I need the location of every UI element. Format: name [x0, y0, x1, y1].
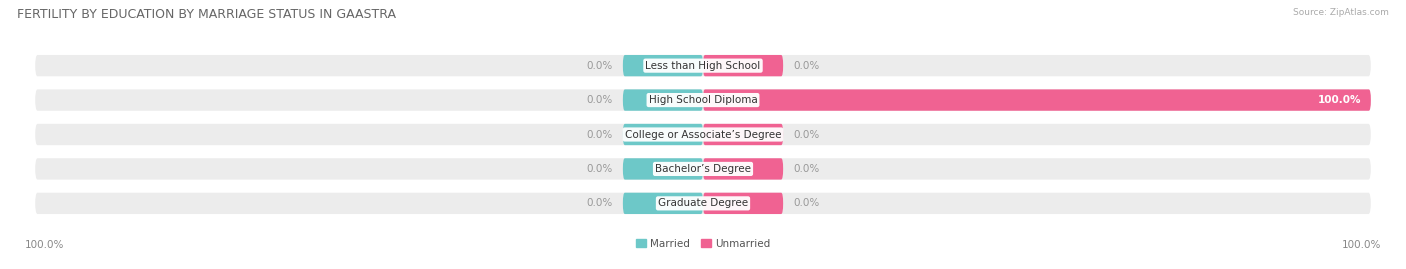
Text: 100.0%: 100.0% [1317, 95, 1361, 105]
FancyBboxPatch shape [623, 158, 703, 180]
FancyBboxPatch shape [35, 193, 1371, 214]
Text: 0.0%: 0.0% [793, 61, 820, 71]
FancyBboxPatch shape [703, 89, 1371, 111]
Text: Bachelor’s Degree: Bachelor’s Degree [655, 164, 751, 174]
Text: High School Diploma: High School Diploma [648, 95, 758, 105]
FancyBboxPatch shape [623, 124, 703, 145]
FancyBboxPatch shape [35, 89, 1371, 111]
FancyBboxPatch shape [703, 193, 783, 214]
FancyBboxPatch shape [703, 55, 783, 76]
FancyBboxPatch shape [623, 89, 703, 111]
Text: 0.0%: 0.0% [793, 164, 820, 174]
FancyBboxPatch shape [703, 124, 783, 145]
Text: Source: ZipAtlas.com: Source: ZipAtlas.com [1294, 8, 1389, 17]
Legend: Married, Unmarried: Married, Unmarried [631, 235, 775, 253]
FancyBboxPatch shape [703, 158, 783, 180]
FancyBboxPatch shape [35, 158, 1371, 180]
Text: 0.0%: 0.0% [586, 95, 613, 105]
FancyBboxPatch shape [623, 55, 703, 76]
Text: 0.0%: 0.0% [586, 129, 613, 140]
FancyBboxPatch shape [623, 193, 703, 214]
Text: 0.0%: 0.0% [793, 129, 820, 140]
Text: 0.0%: 0.0% [793, 198, 820, 208]
Text: 0.0%: 0.0% [586, 198, 613, 208]
Text: 100.0%: 100.0% [25, 240, 65, 250]
Text: Graduate Degree: Graduate Degree [658, 198, 748, 208]
Text: FERTILITY BY EDUCATION BY MARRIAGE STATUS IN GAASTRA: FERTILITY BY EDUCATION BY MARRIAGE STATU… [17, 8, 396, 21]
Text: 100.0%: 100.0% [1341, 240, 1381, 250]
Text: Less than High School: Less than High School [645, 61, 761, 71]
FancyBboxPatch shape [35, 55, 1371, 76]
Text: 0.0%: 0.0% [586, 164, 613, 174]
Text: 0.0%: 0.0% [586, 61, 613, 71]
Text: College or Associate’s Degree: College or Associate’s Degree [624, 129, 782, 140]
FancyBboxPatch shape [35, 124, 1371, 145]
